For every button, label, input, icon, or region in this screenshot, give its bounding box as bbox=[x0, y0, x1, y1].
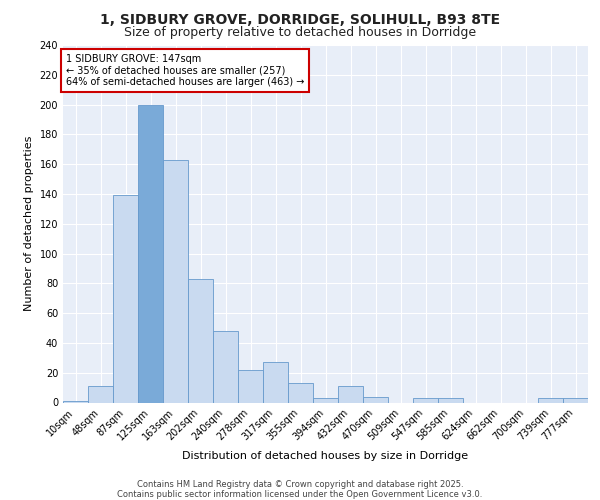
Bar bbox=[188, 279, 213, 402]
Bar bbox=[538, 398, 563, 402]
Bar bbox=[563, 398, 588, 402]
Bar bbox=[263, 362, 288, 403]
Bar bbox=[363, 396, 388, 402]
Bar bbox=[238, 370, 263, 402]
Bar bbox=[113, 196, 138, 402]
Text: 1, SIDBURY GROVE, DORRIDGE, SOLIHULL, B93 8TE: 1, SIDBURY GROVE, DORRIDGE, SOLIHULL, B9… bbox=[100, 12, 500, 26]
Bar bbox=[338, 386, 363, 402]
Bar bbox=[63, 401, 88, 402]
X-axis label: Distribution of detached houses by size in Dorridge: Distribution of detached houses by size … bbox=[182, 450, 469, 460]
Y-axis label: Number of detached properties: Number of detached properties bbox=[24, 136, 34, 312]
Bar bbox=[288, 383, 313, 402]
Bar bbox=[213, 331, 238, 402]
Bar bbox=[163, 160, 188, 402]
Bar bbox=[413, 398, 438, 402]
Text: Contains HM Land Registry data © Crown copyright and database right 2025.
Contai: Contains HM Land Registry data © Crown c… bbox=[118, 480, 482, 499]
Text: 1 SIDBURY GROVE: 147sqm
← 35% of detached houses are smaller (257)
64% of semi-d: 1 SIDBURY GROVE: 147sqm ← 35% of detache… bbox=[65, 54, 304, 87]
Bar bbox=[88, 386, 113, 402]
Bar bbox=[138, 104, 163, 403]
Bar bbox=[438, 398, 463, 402]
Bar bbox=[313, 398, 338, 402]
Text: Size of property relative to detached houses in Dorridge: Size of property relative to detached ho… bbox=[124, 26, 476, 39]
